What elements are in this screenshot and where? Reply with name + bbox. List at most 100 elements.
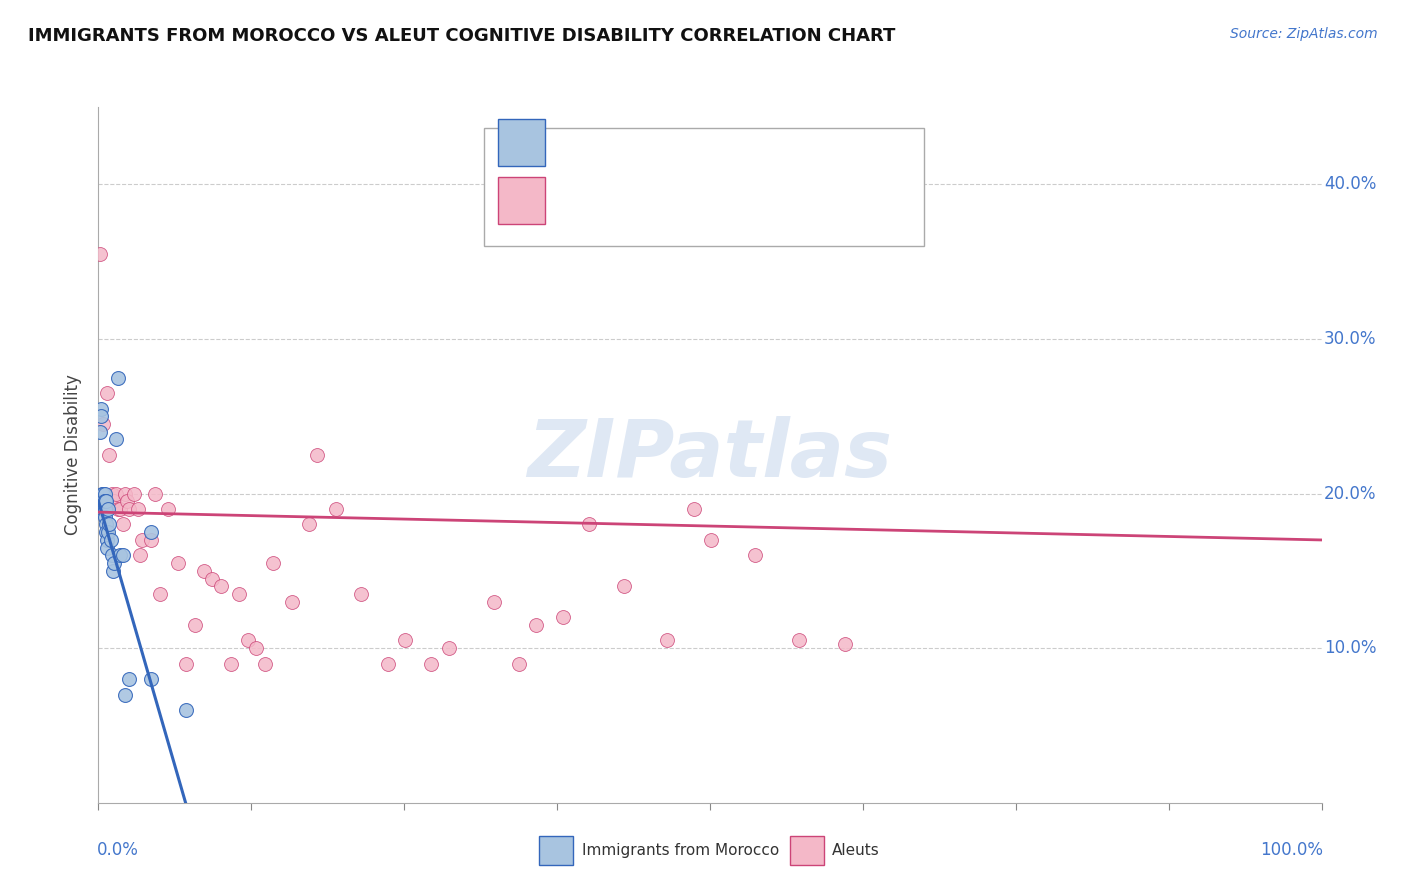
Point xyxy=(127,502,149,516)
Point xyxy=(789,633,811,648)
Point xyxy=(115,494,138,508)
Point xyxy=(553,610,575,624)
Point xyxy=(111,549,134,563)
Point xyxy=(298,517,321,532)
Point xyxy=(89,494,111,508)
Point xyxy=(91,486,114,500)
Point xyxy=(193,564,215,578)
FancyBboxPatch shape xyxy=(498,119,546,166)
Point xyxy=(94,517,117,532)
Point xyxy=(228,587,250,601)
Point xyxy=(110,549,132,563)
Point xyxy=(508,657,530,671)
Point xyxy=(114,688,136,702)
Text: Immigrants from Morocco: Immigrants from Morocco xyxy=(582,843,779,858)
Text: 10.0%: 10.0% xyxy=(1324,640,1376,657)
Text: ZIPatlas: ZIPatlas xyxy=(527,416,893,494)
Point xyxy=(89,247,111,261)
Point xyxy=(834,636,856,650)
Point xyxy=(129,549,152,563)
Y-axis label: Cognitive Disability: Cognitive Disability xyxy=(65,375,83,535)
Point xyxy=(209,579,232,593)
Point xyxy=(262,556,284,570)
Point xyxy=(219,657,242,671)
Text: 30.0%: 30.0% xyxy=(1324,330,1376,348)
Point xyxy=(91,417,114,431)
Point xyxy=(613,579,636,593)
Point xyxy=(96,386,118,401)
Point xyxy=(139,672,162,686)
Point xyxy=(744,549,766,563)
Point xyxy=(104,433,127,447)
Point xyxy=(131,533,153,547)
Point xyxy=(143,486,166,500)
Point xyxy=(122,486,145,500)
Point xyxy=(245,641,267,656)
Point xyxy=(91,494,114,508)
Point xyxy=(94,525,117,540)
Point xyxy=(100,533,122,547)
Text: 40.0%: 40.0% xyxy=(1324,176,1376,194)
Point xyxy=(103,494,125,508)
Point xyxy=(96,541,118,555)
FancyBboxPatch shape xyxy=(498,177,546,224)
Point xyxy=(93,502,115,516)
Point xyxy=(93,502,115,516)
Text: 0.0%: 0.0% xyxy=(97,841,139,859)
Text: Aleuts: Aleuts xyxy=(832,843,880,858)
Point xyxy=(307,448,329,462)
Point xyxy=(91,486,114,500)
Point xyxy=(93,509,115,524)
Point xyxy=(93,494,115,508)
Point xyxy=(111,517,134,532)
Point xyxy=(377,657,399,671)
FancyBboxPatch shape xyxy=(484,128,924,246)
Point xyxy=(157,502,180,516)
Point xyxy=(118,672,141,686)
Point xyxy=(184,618,207,632)
Point xyxy=(139,525,162,540)
Point xyxy=(107,370,129,384)
Text: 100.0%: 100.0% xyxy=(1260,841,1323,859)
Point xyxy=(139,533,162,547)
Point xyxy=(101,564,124,578)
Point xyxy=(167,556,190,570)
Point xyxy=(118,502,141,516)
Point xyxy=(578,517,600,532)
Point xyxy=(524,618,547,632)
Point xyxy=(176,703,198,717)
Point xyxy=(104,486,127,500)
Text: R =  -0.619   N = 37: R = -0.619 N = 37 xyxy=(560,134,728,152)
Point xyxy=(114,486,136,500)
Point xyxy=(91,502,114,516)
Point xyxy=(97,502,120,516)
Text: R =  -0.063   N = 55: R = -0.063 N = 55 xyxy=(560,191,728,210)
FancyBboxPatch shape xyxy=(538,836,574,865)
Point xyxy=(93,494,115,508)
Point xyxy=(98,448,121,462)
Point xyxy=(149,587,172,601)
Point xyxy=(110,502,132,516)
Text: 20.0%: 20.0% xyxy=(1324,484,1376,502)
Point xyxy=(325,502,347,516)
Point xyxy=(91,494,114,508)
Point xyxy=(683,502,706,516)
Point xyxy=(420,657,443,671)
Point xyxy=(93,486,115,500)
Point xyxy=(482,595,505,609)
Point xyxy=(439,641,461,656)
Point xyxy=(700,533,723,547)
Point xyxy=(91,494,114,508)
Point xyxy=(236,633,259,648)
Point xyxy=(98,517,121,532)
Point xyxy=(394,633,416,648)
Text: Source: ZipAtlas.com: Source: ZipAtlas.com xyxy=(1230,27,1378,41)
Point xyxy=(101,486,124,500)
Point xyxy=(657,633,679,648)
Point xyxy=(90,401,112,416)
Point xyxy=(94,494,117,508)
Point xyxy=(280,595,302,609)
Point xyxy=(107,502,129,516)
Text: IMMIGRANTS FROM MOROCCO VS ALEUT COGNITIVE DISABILITY CORRELATION CHART: IMMIGRANTS FROM MOROCCO VS ALEUT COGNITI… xyxy=(28,27,896,45)
Point xyxy=(253,657,276,671)
